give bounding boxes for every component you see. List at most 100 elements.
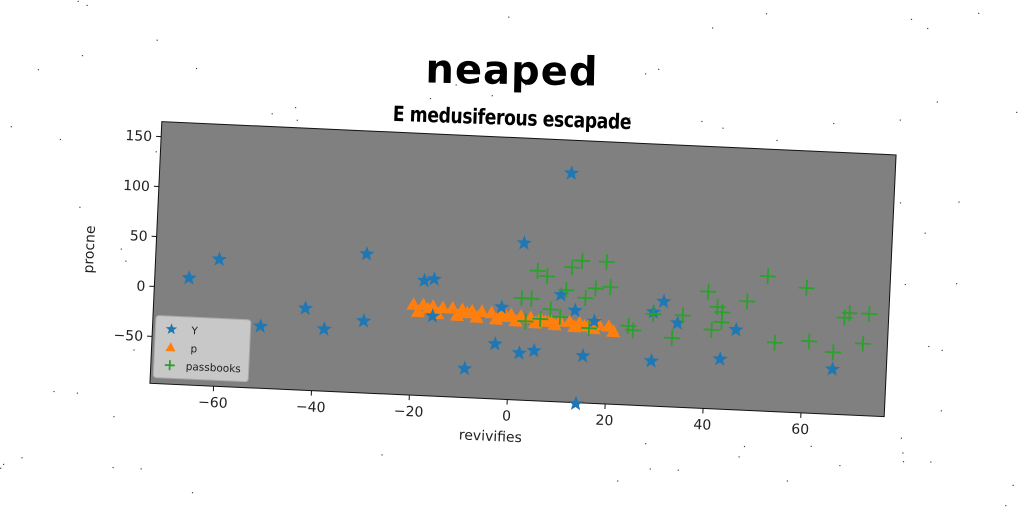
data-point-passbooks [801,333,818,350]
speckle [21,457,23,459]
speckle [658,68,660,70]
data-point-passbooks [645,306,662,323]
data-point-passbooks [798,279,815,297]
data-point-y [457,360,473,376]
data-point-passbooks [674,307,691,324]
data-point-y [181,269,197,285]
speckle [629,117,631,119]
speckle [902,452,904,454]
y-tick-label: 0 [136,279,146,295]
x-tick-label: 0 [502,408,512,424]
data-point-y [728,321,744,337]
speckle [156,39,158,41]
data-point-y [297,300,314,315]
speckle [930,461,932,463]
speckle [839,465,841,467]
data-point-passbooks [700,283,717,300]
speckle [1012,484,1014,486]
speckle [810,445,812,447]
speckle [958,201,960,203]
legend-label-p: p [190,343,198,355]
data-point-y [553,286,569,302]
data-point-y [211,251,228,267]
speckle [381,454,383,456]
speckle [899,119,901,121]
speckle [956,283,958,285]
speckle [940,410,942,412]
legend-marker [165,323,178,335]
data-point-p [606,324,621,338]
data-point-y [316,321,332,336]
speckle [508,16,510,18]
y-tick-label: 100 [123,178,150,195]
data-point-p [547,317,562,331]
speckle [155,151,157,153]
data-point-y [586,313,602,329]
data-point-y [487,335,503,351]
data-point-passbooks [529,262,546,279]
data-point-y [426,271,442,286]
data-point-y [511,345,527,360]
speckle [765,13,768,15]
data-point-y [643,353,659,368]
speckle [120,248,122,250]
data-point-y [526,342,542,358]
speckle [86,4,88,6]
speckle [743,445,746,448]
speckle [81,55,84,57]
speckle [1016,111,1018,113]
y-tick-label: 150 [125,128,152,145]
data-point-y [656,293,672,309]
legend-box [152,315,252,383]
legend-marker-passbooks [164,360,175,371]
speckle [900,437,902,439]
speckle [645,443,647,445]
speckle [191,492,194,494]
legend-label-passbooks: passbooks [185,361,241,375]
speckle [140,468,142,470]
legend-item-passbooks: passbooks [164,360,241,375]
speckle [112,466,114,469]
data-point-passbooks [577,289,594,307]
speckle [927,27,929,30]
data-point-y [824,361,841,376]
speckle [902,461,905,463]
speckle [910,18,913,20]
legend-marker [165,342,176,352]
data-point-passbooks [703,321,720,338]
data-point-p [567,319,582,333]
y-axis: −50 0 50 100 150 [113,128,162,345]
speckle [928,345,930,348]
speckle [271,113,273,115]
data-point-y [564,165,580,180]
data-point-passbooks [558,282,575,299]
data-point-passbooks [625,322,642,339]
data-point-p [459,305,474,319]
x-axis-label: revivifies [458,427,522,446]
speckle [455,84,457,86]
speckle [3,463,5,465]
plot-area [149,121,897,418]
speckle [77,0,79,3]
speckle [833,122,835,125]
data-point-passbooks [759,268,776,285]
speckle [525,84,527,86]
data-point-passbooks [825,344,842,361]
speckle [701,120,703,123]
speckle [776,139,778,142]
x-tick-label: 20 [595,413,614,430]
speckle [645,73,647,75]
data-point-passbooks [861,305,878,322]
speckle [899,202,902,204]
data-point-p [537,314,552,328]
data-point-p [420,301,435,315]
data-point-y [359,246,375,261]
y-axis-label: procne [81,225,99,274]
speckle [76,392,78,394]
data-point-passbooks [663,329,680,346]
data-point-p [498,309,513,323]
data-point-y [516,235,532,250]
data-point-passbooks [574,252,591,269]
speckle [53,390,55,393]
speckle [295,107,297,109]
